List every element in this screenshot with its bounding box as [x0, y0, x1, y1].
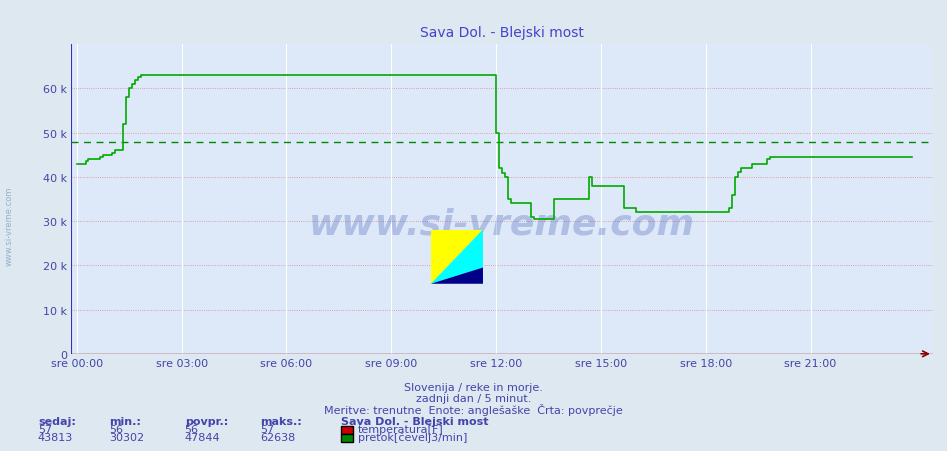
- Text: 57: 57: [260, 424, 275, 434]
- Text: min.:: min.:: [109, 416, 141, 426]
- Text: pretok[čevelj3/min]: pretok[čevelj3/min]: [358, 432, 467, 442]
- Text: www.si-vreme.com: www.si-vreme.com: [309, 207, 695, 241]
- Text: Sava Dol. - Blejski most: Sava Dol. - Blejski most: [341, 416, 489, 426]
- Title: Sava Dol. - Blejski most: Sava Dol. - Blejski most: [420, 26, 584, 40]
- Text: 57: 57: [38, 424, 52, 434]
- Polygon shape: [431, 268, 483, 284]
- Text: temperatura[F]: temperatura[F]: [358, 424, 444, 434]
- Text: 47844: 47844: [185, 432, 221, 442]
- Text: 43813: 43813: [38, 432, 73, 442]
- Text: povpr.:: povpr.:: [185, 416, 228, 426]
- Text: Slovenija / reke in morje.: Slovenija / reke in morje.: [404, 382, 543, 392]
- Text: 30302: 30302: [109, 432, 144, 442]
- Polygon shape: [431, 230, 483, 284]
- Text: sedaj:: sedaj:: [38, 416, 76, 426]
- Text: 56: 56: [109, 424, 123, 434]
- Text: Meritve: trenutne  Enote: anglešaške  Črta: povprečje: Meritve: trenutne Enote: anglešaške Črta…: [324, 403, 623, 414]
- Text: 56: 56: [185, 424, 199, 434]
- Text: www.si-vreme.com: www.si-vreme.com: [5, 186, 14, 265]
- Text: 62638: 62638: [260, 432, 295, 442]
- Text: zadnji dan / 5 minut.: zadnji dan / 5 minut.: [416, 393, 531, 403]
- Text: maks.:: maks.:: [260, 416, 302, 426]
- Polygon shape: [431, 230, 483, 284]
